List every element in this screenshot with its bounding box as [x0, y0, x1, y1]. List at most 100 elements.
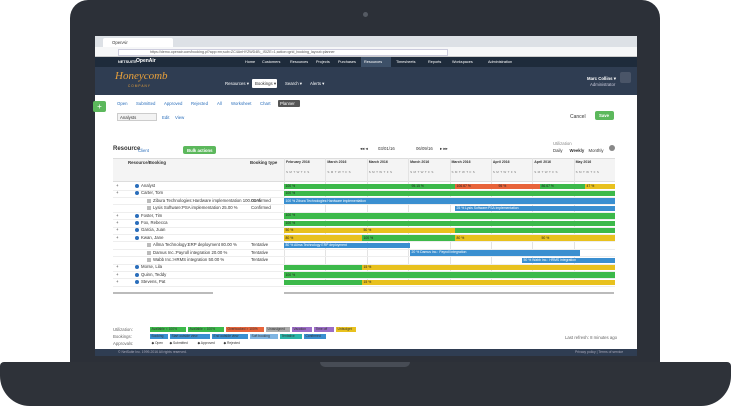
nav-item[interactable]: Reports [428, 59, 442, 64]
legend-label: Booking [151, 334, 164, 338]
row-expand[interactable]: + [116, 183, 119, 188]
gantt-bar[interactable] [284, 183, 410, 189]
tab[interactable]: Submitted [136, 100, 156, 106]
nav-item[interactable]: Customers [262, 59, 281, 64]
row-line [113, 204, 615, 206]
row-line [113, 211, 615, 213]
date-from[interactable]: 03/01/16 [378, 146, 395, 151]
tab[interactable]: Worksheet [231, 100, 252, 106]
row-expand[interactable]: + [116, 264, 119, 270]
gantt-label: 20 % Damus Inc.: Payroll integration [411, 250, 467, 255]
tab[interactable]: Chart [260, 100, 271, 106]
scale-option[interactable]: Daily [553, 148, 563, 153]
gantt-bar[interactable] [284, 190, 615, 197]
scrollbar[interactable] [284, 292, 614, 294]
gantt-bar[interactable] [362, 264, 615, 271]
tab[interactable]: Approved [164, 100, 183, 106]
nav-item[interactable]: Projects [316, 59, 330, 64]
filter-edit[interactable]: Edit [162, 114, 170, 120]
legend-chip [336, 327, 356, 332]
gantt-bar[interactable] [284, 227, 362, 234]
gantt-label: 50 % Wabb Inc.: HRMS integration [523, 257, 576, 262]
row-expand[interactable]: + [116, 227, 119, 233]
legend-chip [304, 334, 326, 339]
gantt-bar[interactable] [362, 279, 615, 286]
gantt-bar[interactable] [522, 257, 615, 263]
month: March 2016 [410, 159, 430, 164]
gantt-bar[interactable] [284, 220, 615, 226]
gantt-bar[interactable] [455, 235, 540, 241]
tab[interactable]: Planner [280, 100, 295, 106]
legend-label: Vacation [293, 327, 307, 331]
gantt-bar[interactable] [284, 242, 410, 249]
nav-item[interactable]: Resources [364, 59, 383, 64]
bulk-button[interactable] [183, 146, 216, 154]
gantt-label: 50 % [285, 228, 294, 233]
user-name[interactable]: Marc Collins ▾ [587, 76, 616, 81]
date-to[interactable]: 06/09/16 [416, 146, 433, 151]
gantt-label: 50 % [363, 228, 372, 233]
menu-item[interactable]: Search ▾ [285, 81, 302, 86]
col-type: Booking type [250, 160, 278, 165]
gantt-bar[interactable] [284, 279, 362, 286]
gantt-bar[interactable] [410, 183, 455, 189]
row-expand[interactable]: + [116, 234, 119, 240]
gantt-bar[interactable] [455, 205, 615, 212]
row-expand[interactable]: + [116, 220, 119, 225]
gantt-bar[interactable] [362, 235, 455, 241]
row-expand[interactable]: + [116, 212, 119, 218]
footer-right[interactable]: Privacy policy | Terms of service [575, 350, 624, 354]
tab[interactable]: All [217, 100, 222, 106]
date-nav[interactable]: ▸ ▸▸ [440, 146, 448, 151]
nav-item[interactable]: Timesheets [396, 59, 416, 64]
browser-tab[interactable] [103, 38, 173, 47]
gantt-bar[interactable] [585, 183, 615, 189]
home-button[interactable] [620, 72, 631, 83]
camera [363, 12, 368, 17]
gantt-bar[interactable] [410, 250, 580, 256]
gantt-bar[interactable] [284, 235, 362, 241]
row-name: Damus Inc.:Payroll integration 20.00 % [153, 249, 228, 255]
gantt-bar[interactable] [497, 183, 540, 189]
month: April 2016 [534, 159, 551, 164]
nav-item[interactable]: Purchases [338, 59, 356, 64]
gantt-bar[interactable] [540, 183, 585, 189]
nav-item[interactable]: Workspaces [452, 59, 473, 64]
menu-item[interactable]: Resources ▾ [225, 81, 249, 86]
gear[interactable] [609, 145, 615, 151]
nav-item[interactable]: Home [245, 59, 256, 64]
client-link[interactable]: Client [138, 148, 149, 153]
gantt-bar[interactable] [540, 235, 615, 241]
scale-option[interactable]: Monthly [588, 148, 604, 153]
legend-appr-label: Approvals: [113, 341, 134, 346]
save-button[interactable] [595, 111, 614, 120]
gantt-bar[interactable] [284, 198, 615, 204]
date-nav[interactable]: ◂◂ ◂ [360, 146, 368, 151]
gantt-bar[interactable] [284, 213, 615, 219]
row-line [113, 219, 615, 221]
filter-view[interactable]: View [175, 114, 185, 120]
gantt-label: 25 % Lysis Software:PSA implementation [456, 206, 519, 210]
gantt-bar[interactable] [284, 264, 362, 271]
row-expand[interactable]: + [116, 190, 119, 196]
menu-item[interactable]: Bookings ▾ [255, 81, 277, 86]
url-field[interactable] [118, 48, 448, 56]
gantt-bar[interactable] [455, 183, 497, 189]
row-expand[interactable]: + [116, 279, 119, 285]
gantt-bar[interactable] [284, 272, 615, 278]
nav-item[interactable]: Resources [290, 59, 309, 64]
gantt-bar[interactable] [455, 227, 615, 234]
row-expand[interactable]: + [116, 271, 119, 277]
tab[interactable]: Rejected [191, 100, 208, 106]
cancel-button[interactable]: Cancel [570, 113, 586, 120]
menu-item[interactable]: Alerts ▾ [310, 81, 325, 86]
scrollbar[interactable] [113, 292, 213, 294]
gantt-bar[interactable] [362, 227, 455, 234]
tab[interactable]: Open [117, 100, 128, 106]
url: https://demo.openair.com/booking.pl?app=… [150, 49, 335, 54]
scale-option[interactable]: Weekly [569, 148, 585, 153]
nav-item[interactable]: Administration [488, 59, 513, 64]
add-button[interactable]: + [93, 101, 106, 112]
gantt-label: 80 % [285, 235, 294, 240]
filter-select[interactable] [117, 113, 157, 121]
